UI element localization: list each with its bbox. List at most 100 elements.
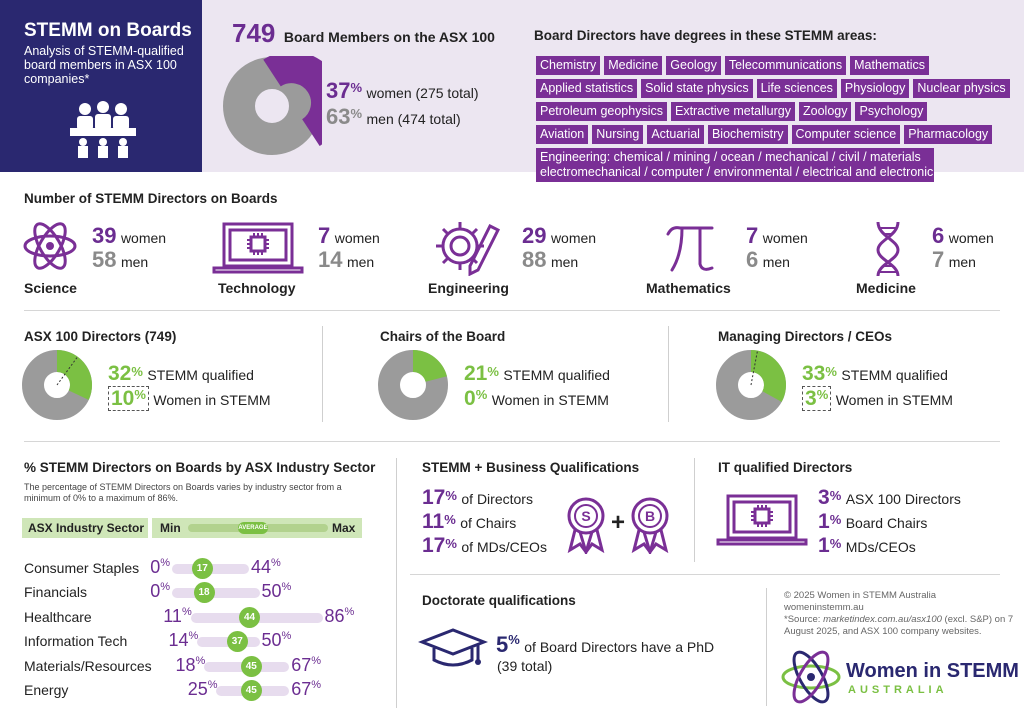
degree-tag: Applied statistics: [536, 79, 638, 98]
percent-sign: %: [281, 630, 292, 643]
laptop-chip-icon: [212, 222, 304, 274]
stemm-stat: 32% STEMM qualified: [108, 362, 254, 386]
footer-credits: © 2025 Women in STEMM Australia womenins…: [784, 590, 1014, 638]
field-women: 39 women: [92, 223, 166, 249]
men-word: men: [346, 254, 375, 270]
women-count: 7: [746, 223, 759, 248]
sector-max: 67%: [291, 655, 321, 676]
group-title: Managing Directors / CEOs: [718, 329, 893, 344]
men-count: 88: [522, 247, 547, 272]
degree-tag: Pharmacology: [904, 125, 993, 144]
field-men: 88 men: [522, 247, 578, 273]
percent-sign: %: [487, 364, 499, 379]
field-women: 7 women: [318, 223, 380, 249]
sector-max: 44%: [251, 557, 281, 578]
percent-sign: %: [829, 512, 842, 527]
sector-max-value: 67: [291, 654, 312, 675]
sector-max-value: 86: [324, 605, 345, 626]
degrees-title: Board Directors have degrees in these ST…: [534, 28, 877, 43]
sector-min: 14%: [168, 630, 199, 651]
field-women: 6 women: [932, 223, 994, 249]
men-count: 6: [746, 247, 759, 272]
percent-sign: %: [350, 80, 363, 95]
field-men: 58 men: [92, 247, 148, 273]
percent-sign: %: [311, 679, 322, 691]
stemm-label: STEMM qualified: [147, 367, 254, 383]
sector-column-header: ASX Industry Sector: [22, 518, 148, 538]
degree-tag: Zoology: [799, 102, 852, 121]
stemm-slice: [56, 350, 92, 400]
it-row: 3% ASX 100 Directors: [818, 486, 961, 510]
stemm-donut-chart: [22, 350, 92, 420]
sector-title: % STEMM Directors on Boards by ASX Indus…: [24, 460, 376, 475]
women-stemm-stat: 3% Women in STEMM: [802, 386, 953, 411]
business-pct: 17: [422, 486, 446, 509]
sector-name: Healthcare: [24, 608, 92, 625]
sector-name: Financials: [24, 584, 88, 601]
doctorate-label: of Board Directors have a PhD: [524, 639, 715, 655]
sector-min: 0%: [144, 581, 170, 602]
divider: [24, 310, 1000, 311]
degree-tag: Chemistry: [536, 56, 601, 75]
field-name: Science: [24, 280, 77, 296]
logo-text: Women in STEMM: [846, 660, 1019, 682]
sector-min: 18%: [176, 655, 206, 676]
business-pct: 17: [422, 534, 446, 557]
degree-tag: Computer science: [791, 125, 901, 144]
women-slice: [263, 56, 322, 146]
pi-icon: [666, 226, 714, 272]
business-label: of MDs/CEOs: [461, 539, 547, 555]
sector-min-value: 14: [168, 630, 189, 651]
sector-min-value: 11: [163, 605, 182, 626]
men-count: 58: [92, 247, 117, 272]
sector-average-dot: 45: [240, 680, 262, 701]
sector-average-dot: 44: [239, 606, 260, 628]
percent-sign: %: [271, 557, 281, 569]
group-title: ASX 100 Directors (749): [24, 329, 177, 344]
doctorate-sub: (39 total): [497, 658, 553, 674]
business-title: STEMM + Business Qualifications: [422, 460, 640, 475]
men-count: 7: [932, 247, 945, 272]
header-summary-panel: 749 Board Members on the ASX 100 37% wom…: [202, 0, 1024, 182]
women-stemm-stat: 0% Women in STEMM: [464, 387, 609, 411]
business-row: 17% of MDs/CEOs: [422, 534, 547, 558]
sector-max: 67%: [291, 679, 321, 700]
percent-sign: %: [816, 387, 829, 402]
women-word: women: [948, 230, 994, 246]
it-label: MDs/CEOs: [845, 539, 916, 555]
website: womeninstemm.au: [784, 602, 864, 613]
page-title: STEMM on Boards: [24, 20, 192, 41]
business-row: 17% of Directors: [422, 486, 533, 510]
degree-tags: Chemistry Medicine Geology Telecommunicatio…: [536, 56, 1024, 186]
total-number: 749: [232, 18, 276, 48]
sector-name: Energy: [24, 682, 69, 698]
sector-average-dot: 18: [193, 582, 215, 604]
percent-sign: %: [207, 679, 218, 691]
percent-sign: %: [311, 654, 322, 667]
women-stemm-pct: 3: [805, 387, 817, 410]
women-stemm-label: Women in STEMM: [491, 392, 609, 408]
stemm-pct: 32: [108, 362, 132, 385]
stemm-pct: 21: [464, 362, 488, 385]
percent-sign: %: [181, 605, 192, 618]
women-stemm-pct-box: 10%: [108, 386, 149, 411]
percent-sign: %: [445, 536, 457, 551]
percent-sign: %: [444, 512, 456, 527]
it-pct: 3: [818, 486, 830, 509]
field-name: Engineering: [428, 280, 509, 296]
degree-tag: Solid state physics: [641, 79, 753, 98]
field-name: Mathematics: [646, 280, 731, 296]
badge-b-text: B: [645, 508, 655, 524]
it-label: ASX 100 Directors: [845, 491, 961, 507]
degree-tag: Actuarial: [647, 125, 704, 144]
field-name: Medicine: [856, 280, 916, 296]
tag-row: Aviation Nursing Actuarial Biochemistry Comp…: [536, 125, 1024, 148]
percent-sign: %: [445, 488, 457, 503]
percent-sign: %: [350, 106, 363, 121]
sector-min-value: 0: [150, 581, 161, 602]
percent-sign: %: [195, 654, 206, 667]
tag-row: Petroleum geophysics Extractive metallurg…: [536, 102, 1024, 125]
sector-min: 11%: [163, 605, 192, 627]
sector-max: 50%: [262, 630, 292, 651]
divider: [410, 574, 1000, 575]
